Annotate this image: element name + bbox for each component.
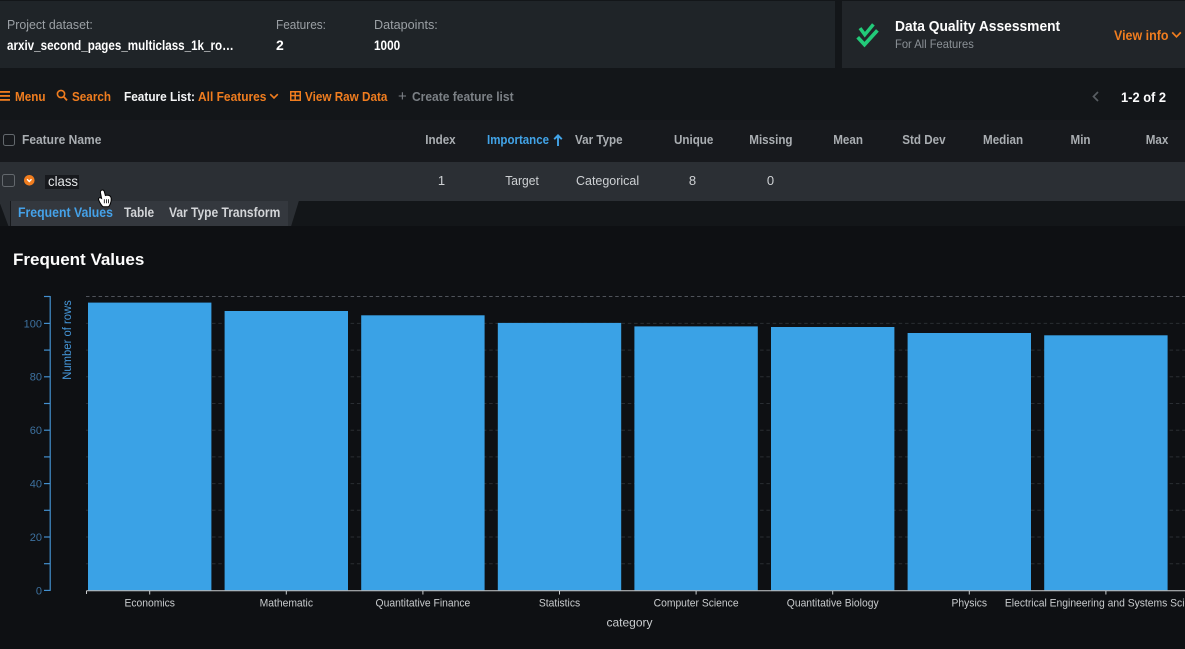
svg-text:Economics: Economics — [124, 597, 174, 609]
svg-text:Quantitative Biology: Quantitative Biology — [787, 597, 879, 609]
svg-text:20: 20 — [30, 532, 42, 544]
svg-text:Physics: Physics — [952, 597, 988, 609]
svg-text:Number of rows: Number of rows — [61, 300, 74, 380]
svg-text:Mathematic: Mathematic — [260, 597, 314, 609]
svg-text:category: category — [606, 616, 652, 630]
svg-text:60: 60 — [30, 425, 42, 437]
svg-text:Quantitative Finance: Quantitative Finance — [376, 597, 471, 609]
svg-text:80: 80 — [30, 372, 42, 384]
svg-text:40: 40 — [30, 479, 42, 491]
svg-text:Electrical Engineering and Sys: Electrical Engineering and Systems Scien… — [1005, 597, 1185, 609]
svg-text:0: 0 — [36, 585, 42, 597]
svg-text:100: 100 — [24, 318, 42, 330]
svg-text:Statistics: Statistics — [539, 597, 580, 609]
svg-text:Computer Science: Computer Science — [654, 597, 739, 609]
